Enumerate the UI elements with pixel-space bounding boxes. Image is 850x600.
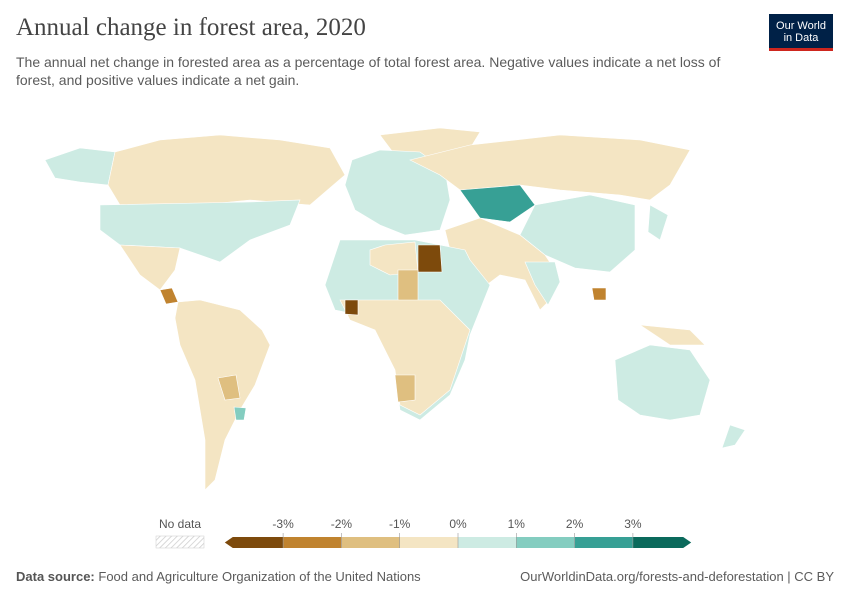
land [369,241,419,276]
countries [44,127,746,491]
land [344,149,451,236]
land [119,244,181,291]
footer-source: Data source: Food and Agriculture Organi… [16,569,421,584]
legend-bin [341,537,400,548]
legend-bin [632,537,692,548]
land [174,299,271,491]
land [459,184,536,223]
logo-line: Our World [776,20,826,32]
legend-bin [224,537,284,548]
land [614,344,711,421]
land [591,287,607,301]
legend-bin [399,537,458,548]
land [217,374,241,401]
title: Annual change in forest area, 2020 [16,14,366,41]
logo[interactable]: Our World in Data [769,14,833,51]
legend-bin [516,537,575,548]
land [721,424,746,449]
legend-tick-label: -2% [331,517,353,531]
land [394,374,416,403]
footer-url[interactable]: OurWorldinData.org/forests-and-deforesta… [520,569,834,584]
land [344,299,359,316]
legend-tick-label: 0% [449,517,467,531]
map: No data -3% -2% -1% 0% 1% 2% 3% [44,127,746,549]
land [417,244,443,273]
subtitle: The annual net change in forested area a… [16,54,721,88]
land [339,299,471,416]
legend-bin [458,537,517,548]
land [233,406,247,421]
legend-tick-label: 1% [508,517,526,531]
land [159,287,179,305]
legend-tick-label: 3% [624,517,642,531]
land [44,147,116,186]
legend-tick-label: 2% [566,517,584,531]
land [639,324,706,346]
legend-tick-label: -1% [389,517,411,531]
no-data-label: No data [159,517,201,531]
legend: No data -3% -2% -1% 0% 1% 2% 3% [155,517,692,549]
legend-tick-label: -3% [272,517,294,531]
land [107,134,346,206]
no-data-swatch [155,535,205,549]
logo-line: in Data [783,32,819,44]
source-label: Data source: [16,569,95,584]
land [647,204,669,241]
source: Food and Agriculture Organization of the… [98,569,421,584]
legend-bin [574,537,633,548]
land [524,261,561,306]
legend-bin [283,537,342,548]
